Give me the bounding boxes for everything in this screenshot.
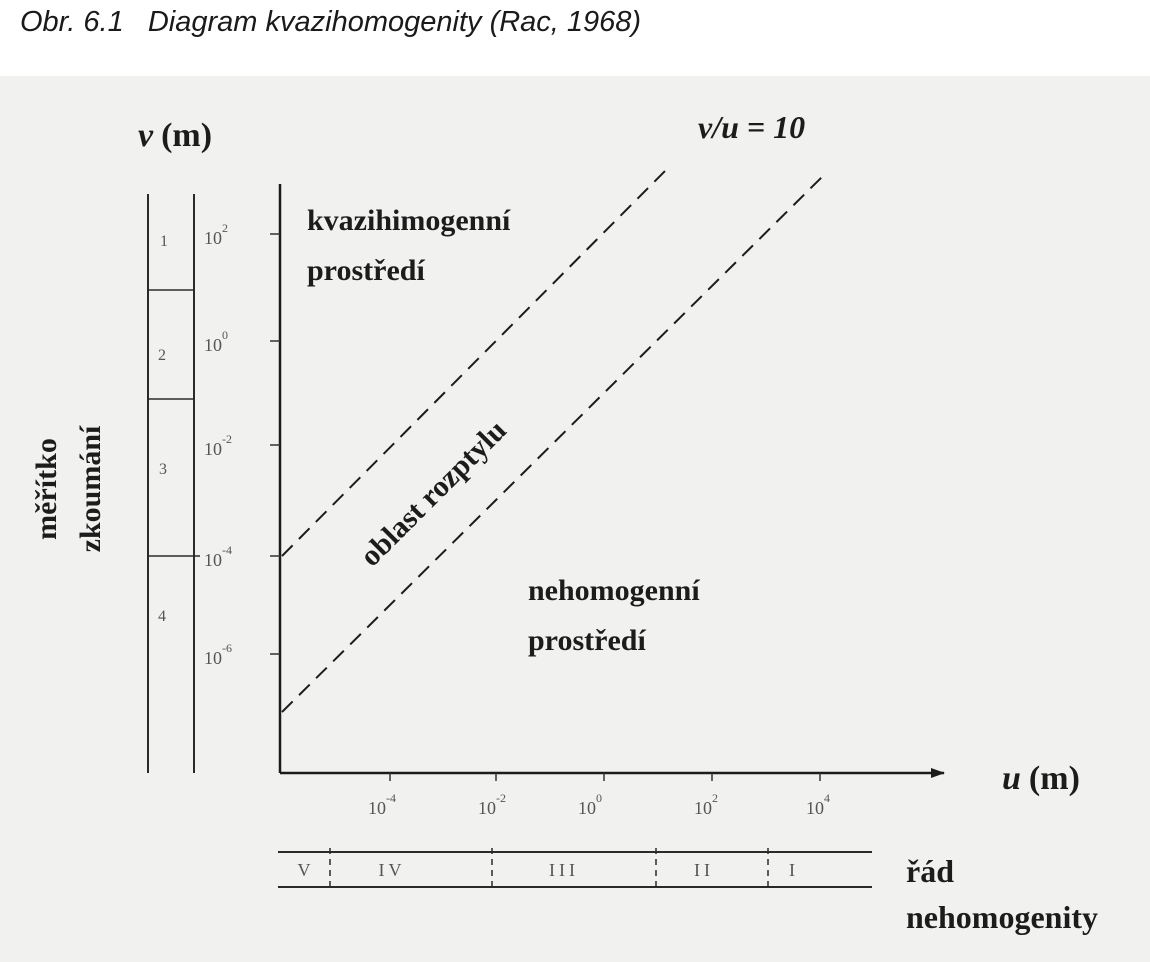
u-tick-label-4: 102 [694, 791, 718, 818]
order-cell-ii: II [694, 860, 714, 880]
lower-boundary-line [281, 172, 827, 713]
upper-boundary-line [281, 167, 669, 557]
scale-cell-1: 1 [160, 233, 168, 250]
quasi-homogeneity-diagram: měřítko zkoumání v (m) 1 2 3 4 102 100 10… [30, 109, 1098, 935]
figure-panel: měřítko zkoumání v (m) 1 2 3 4 102 100 10… [0, 76, 1150, 962]
v-tick-label-4: 10-4 [204, 543, 232, 570]
v-tick-label-5: 10-6 [204, 641, 232, 668]
inhomogeneous-label-line1: nehomogenní [528, 574, 700, 607]
u-tick-label-3: 100 [578, 791, 602, 818]
scale-cell-2: 2 [158, 347, 166, 364]
scale-cell-4: 4 [158, 608, 166, 625]
u-tick-label-2: 10-2 [478, 791, 506, 818]
v-tick-label-3: 10-2 [204, 432, 232, 459]
order-cell-iii: III [549, 860, 579, 880]
v-tick-label-1: 102 [204, 221, 228, 248]
scatter-region-label: oblast rozptylu [354, 414, 513, 573]
order-label-line2: nehomogenity [906, 899, 1098, 935]
inhomogeneous-label-line2: prostředí [528, 624, 646, 657]
v-axis-unit: (m) [161, 117, 212, 154]
order-cell-v: V [298, 860, 311, 880]
order-label-line1: řád [906, 853, 954, 889]
v-tick-label-2: 100 [204, 328, 228, 355]
quasi-homogeneous-label-line1: kvazihimogenní [307, 204, 511, 237]
scale-column [147, 194, 200, 773]
v-axis-symbol: v [138, 117, 154, 154]
u-tick-label-5: 104 [806, 791, 830, 818]
u-tick-label-1: 10-4 [368, 791, 396, 818]
figure-caption: Obr. 6.1 Diagram kvazihomogenity (Rac, 1… [20, 6, 642, 38]
scale-cell-3: 3 [159, 461, 167, 478]
u-axis-title: u (m) [1002, 760, 1080, 797]
side-label-line2: zkoumání [74, 425, 107, 552]
v-axis-title: v (m) [138, 117, 212, 154]
v-tick-marks [270, 233, 280, 655]
side-label-line1: měřítko [30, 438, 63, 540]
order-cell-i: I [789, 860, 795, 880]
u-axis-symbol: u [1002, 760, 1021, 797]
u-axis-unit: (m) [1029, 760, 1080, 797]
order-cell-iv: IV [379, 860, 406, 880]
u-tick-marks [389, 773, 821, 781]
ratio-label: v/u = 10 [698, 109, 805, 145]
order-band [278, 848, 872, 891]
quasi-homogeneous-label-line2: prostředí [307, 254, 425, 287]
